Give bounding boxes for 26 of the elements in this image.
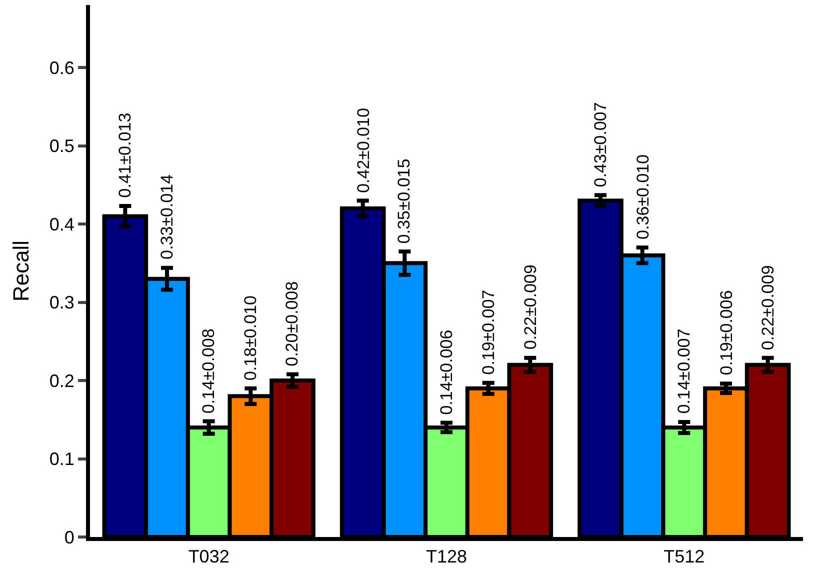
y-tick-label: 0.1 [49, 449, 74, 470]
data-label: 0.35±0.015 [394, 158, 414, 244]
data-label: 0.22±0.009 [758, 265, 778, 350]
data-label: 0.22±0.009 [520, 264, 540, 350]
data-label: 0.41±0.013 [116, 112, 135, 198]
data-label: 0.19±0.007 [478, 290, 498, 375]
data-label: 0.20±0.008 [282, 281, 302, 366]
y-tick-label: 0.6 [49, 58, 74, 78]
y-axis-title: Recall [8, 240, 34, 302]
y-tick-label: 0.2 [49, 370, 74, 391]
x-tick-label: T128 [426, 546, 468, 567]
x-tick-label: T512 [664, 546, 705, 567]
data-label: 0.14±0.007 [674, 328, 694, 414]
data-label: 0.42±0.010 [354, 108, 373, 193]
y-tick-label: 0.5 [49, 136, 74, 156]
data-label: 0.43±0.007 [590, 102, 610, 188]
x-tick-label: T032 [188, 546, 230, 567]
data-label: 0.14±0.006 [437, 330, 456, 415]
data-label: 0.14±0.008 [199, 328, 218, 414]
y-tick-label: 0.3 [49, 292, 74, 313]
data-label: 0.33±0.014 [158, 174, 177, 260]
y-tick-label: 0.4 [49, 214, 74, 234]
data-label: 0.36±0.010 [633, 154, 652, 240]
data-label: 0.18±0.010 [240, 296, 260, 381]
data-label: 0.19±0.006 [716, 290, 736, 376]
y-tick-label: 0 [64, 527, 74, 548]
